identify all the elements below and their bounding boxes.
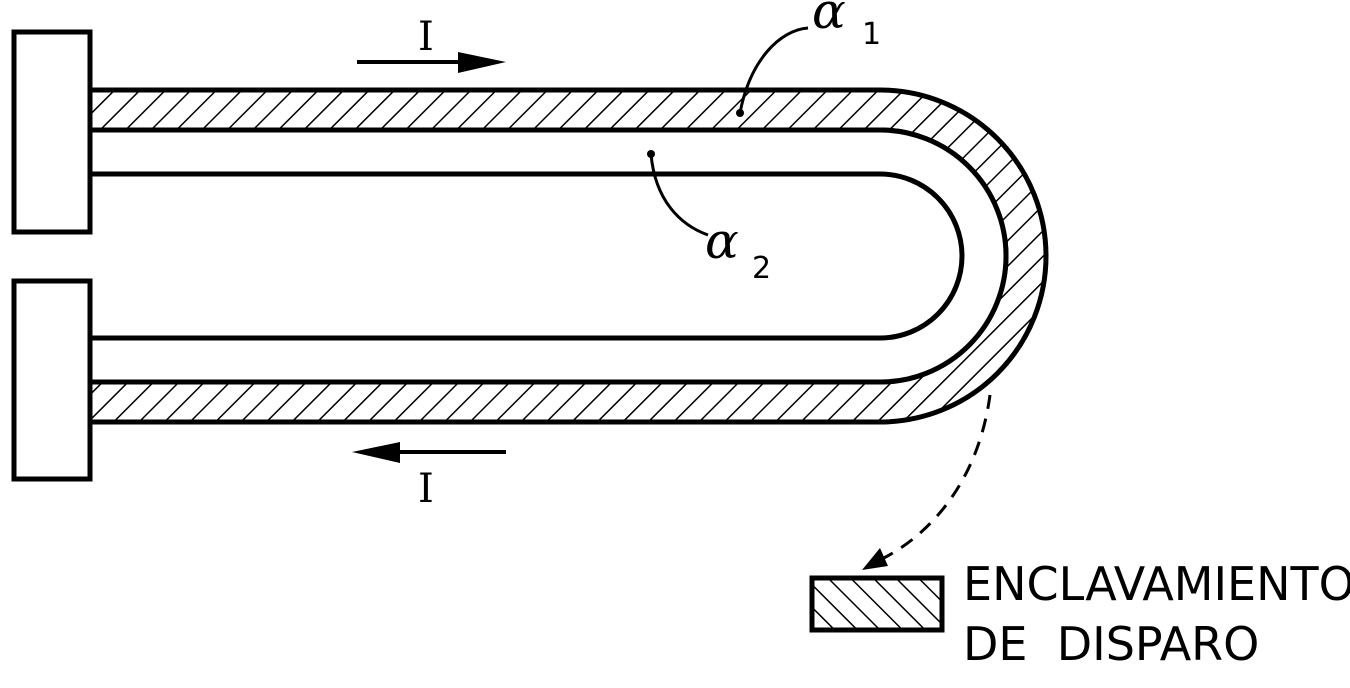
alpha2-symbol: α <box>705 212 739 270</box>
terminal-top <box>11 29 93 235</box>
alpha1-subscript: 1 <box>862 17 881 52</box>
alpha2-subscript: 2 <box>752 251 771 286</box>
trip-latch <box>809 575 945 633</box>
latch-label-line2: DE DISPARO <box>963 617 1259 671</box>
current-arrow-top <box>357 52 506 73</box>
latch-label-line1: ENCLAVAMIENTO <box>963 557 1350 611</box>
deflection-arrowhead <box>862 548 888 570</box>
alpha1-symbol: α <box>812 0 846 40</box>
inner-layer-alpha2 <box>87 127 1009 385</box>
alpha2-leader <box>649 153 709 237</box>
current-arrow-bottom <box>352 442 506 463</box>
current-label-bottom: I <box>418 466 434 512</box>
alpha1-leader <box>738 26 809 114</box>
terminal-bottom <box>11 278 93 482</box>
deflection-path <box>879 394 992 562</box>
current-label-top: I <box>418 14 434 60</box>
